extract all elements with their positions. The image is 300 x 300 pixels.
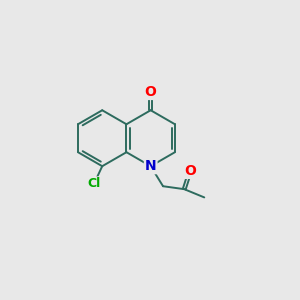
Text: O: O	[184, 164, 196, 178]
Text: Cl: Cl	[87, 177, 101, 190]
Text: N: N	[145, 159, 157, 173]
Text: O: O	[145, 85, 157, 99]
